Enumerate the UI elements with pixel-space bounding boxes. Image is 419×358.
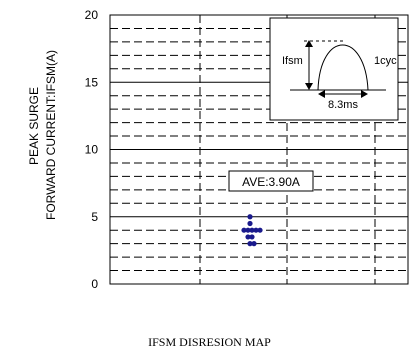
average-label-box xyxy=(228,170,314,192)
inset-ifsm-arrowhead-bottom xyxy=(305,83,313,90)
data-point xyxy=(249,234,255,240)
inset-half-sine xyxy=(317,44,369,91)
axis-layer xyxy=(109,14,409,285)
data-point xyxy=(241,227,247,233)
y-axis-label-line-2: FORWARD CURRENT:IFSM(A) xyxy=(44,50,58,220)
y-tick-label: 20 xyxy=(85,8,99,22)
data-point xyxy=(247,214,253,220)
data-point xyxy=(245,227,251,233)
y-tick-label: 15 xyxy=(85,75,99,89)
inset-cycle-label: 1cyc xyxy=(374,55,397,67)
data-point xyxy=(247,241,253,247)
y-axis-label-line-1: PEAK SURGE xyxy=(27,86,41,165)
average-annotation: AVE:3.90A xyxy=(228,170,314,192)
data-point xyxy=(257,227,263,233)
tick-layer: 0 5 10 15 20 xyxy=(85,8,99,291)
inset-ifsm-arrowhead-top xyxy=(305,40,313,47)
inset-time-label: 8.3ms xyxy=(328,99,358,111)
data-point xyxy=(251,241,257,247)
y-tick-label: 0 xyxy=(91,277,98,291)
data-point xyxy=(253,227,259,233)
data-point xyxy=(245,234,251,240)
y-tick-label: 5 xyxy=(91,210,98,224)
data-point xyxy=(249,227,255,233)
inset-time-arrowhead-right xyxy=(361,90,368,98)
inset-ifsm-label: Ifsm xyxy=(282,55,303,67)
chart-title: IFSM DISRESION MAP xyxy=(148,335,271,349)
average-label: AVE:3.90A xyxy=(242,175,300,189)
plot-frame xyxy=(109,14,409,285)
inset-box xyxy=(269,17,399,121)
inset-time-arrowhead-left xyxy=(318,90,325,98)
data-point xyxy=(247,220,253,227)
waveform-inset: Ifsm 1cyc 8.3ms xyxy=(269,17,399,121)
points-layer xyxy=(241,214,263,247)
y-tick-label: 10 xyxy=(85,143,99,157)
